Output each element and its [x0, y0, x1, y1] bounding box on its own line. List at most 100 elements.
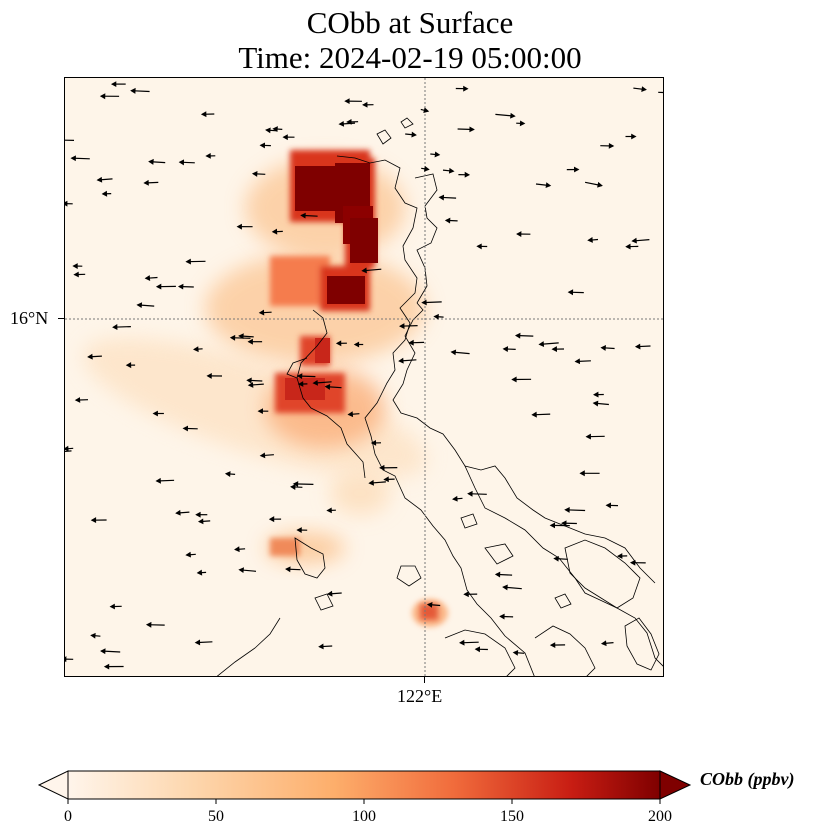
wind-vector-head — [148, 158, 154, 165]
wind-vector-head — [178, 159, 185, 166]
wind-vector-head — [296, 527, 302, 534]
wind-vector-head — [426, 601, 433, 608]
coastline-leyte — [624, 617, 660, 671]
max-cells — [285, 163, 378, 400]
wind-vector-head — [296, 373, 303, 380]
coastline-luzon-west — [336, 155, 535, 676]
wind-vector-head — [641, 86, 647, 93]
wind-vector-head — [112, 324, 118, 330]
wind-vector-head — [502, 584, 508, 591]
hotspot — [420, 604, 438, 620]
wind-vector-head — [195, 511, 201, 518]
wind-vector-head — [551, 346, 558, 352]
wind-vector-head — [90, 632, 96, 639]
wind-vector-head — [561, 520, 567, 527]
wind-vector — [65, 450, 72, 453]
wind-vector-head — [361, 267, 367, 274]
wind-vector-head — [65, 200, 68, 207]
wind-vector-head — [616, 553, 623, 559]
wind-vector-head — [177, 283, 184, 290]
wind-vector-head — [564, 507, 570, 513]
wind-vector-head — [65, 445, 69, 452]
map-panel — [64, 77, 664, 677]
wind-vector-head — [476, 243, 482, 250]
wind-vector-head — [516, 231, 522, 238]
wind-vector-head — [368, 479, 374, 486]
wind-vector-head — [463, 591, 469, 598]
wind-vector-head — [579, 470, 585, 477]
hotspot-max — [350, 218, 378, 263]
plot-title-line2: Time: 2024-02-19 05:00:00 — [238, 40, 582, 75]
wind-vector-head — [434, 151, 441, 158]
coastline-small-island — [376, 129, 392, 145]
wind-vector-head — [285, 566, 291, 573]
wind-vector-head — [290, 484, 296, 490]
wind-vector-head — [224, 471, 231, 477]
wind-vector-head — [383, 476, 389, 483]
wind-vector-head — [512, 649, 519, 656]
wind-vector-head — [90, 517, 97, 523]
wind-vector-head — [370, 439, 377, 446]
colorbar-tick-label: 100 — [352, 808, 376, 825]
wind-vector-head — [452, 495, 458, 502]
wind-vector-head — [197, 518, 204, 525]
coastline-small-island — [554, 593, 572, 609]
wind-vector-head — [238, 567, 245, 574]
colorbar-extend-min — [37, 770, 69, 800]
wind-vector-head — [200, 111, 207, 118]
wind-vector-head — [592, 400, 599, 407]
lat-tick-label: 16°N — [10, 308, 49, 328]
wind-vector-head — [408, 339, 414, 346]
wind-vector-head — [247, 382, 254, 388]
colorbar-extend-max — [659, 770, 692, 800]
wind-vector-head — [593, 391, 599, 398]
wind-vector-head — [634, 343, 641, 350]
coastline-panay — [444, 629, 516, 676]
coastline-small-island — [484, 543, 514, 565]
wind-vector-head — [549, 522, 555, 529]
coastline-luzon-west-coast — [296, 309, 366, 479]
concentration-field — [83, 150, 448, 627]
wind-vector-head — [247, 338, 253, 345]
wind-vector-head — [398, 357, 404, 364]
lat-tick — [58, 318, 64, 319]
wind-vector-head — [259, 452, 266, 459]
wind-vector-head — [433, 313, 439, 320]
wind-vector-head — [297, 381, 304, 387]
wind-vector-head — [99, 93, 106, 100]
wind-vector-head — [234, 546, 240, 553]
wind-vector-head — [74, 397, 81, 403]
wind-vector-head — [145, 621, 152, 628]
wind-vector-head — [545, 182, 552, 189]
wind-vector-head — [494, 571, 501, 578]
wind-vector-head — [514, 332, 521, 339]
wind-vector-head — [271, 228, 278, 235]
wind-vector-head — [185, 551, 191, 558]
wind-vector-head — [347, 411, 354, 418]
wind-vector-head — [155, 283, 162, 290]
wind-vector-head — [411, 131, 417, 138]
wind-vector-head — [229, 334, 236, 341]
wind-vector-head — [205, 152, 211, 159]
colorbar-gradient — [67, 770, 661, 800]
wind-vector-head — [450, 349, 457, 356]
colorbar — [37, 770, 692, 804]
wind-vector-head — [338, 120, 345, 127]
wind-vector-head — [549, 642, 556, 649]
wind-vector-head — [600, 640, 607, 647]
wind-vector-head — [96, 176, 103, 183]
coastline-bicol — [464, 465, 663, 667]
wind-vector-head — [155, 477, 161, 484]
wind-vector-head — [101, 190, 108, 197]
wind-vector-head — [87, 353, 93, 360]
colorbar-tick-label: 50 — [208, 808, 224, 825]
coastline-marinduque — [396, 565, 422, 587]
wind-vector-head — [268, 516, 275, 523]
coastline-eastern-luzon — [392, 302, 656, 584]
wind-vector-head — [344, 98, 350, 105]
wind-vector — [65, 139, 75, 141]
plot-title-line1: CObb at Surface — [306, 5, 514, 40]
wind-vector-head — [597, 181, 603, 188]
wind-vector-head — [175, 509, 181, 516]
wind-vector-head — [259, 142, 266, 149]
